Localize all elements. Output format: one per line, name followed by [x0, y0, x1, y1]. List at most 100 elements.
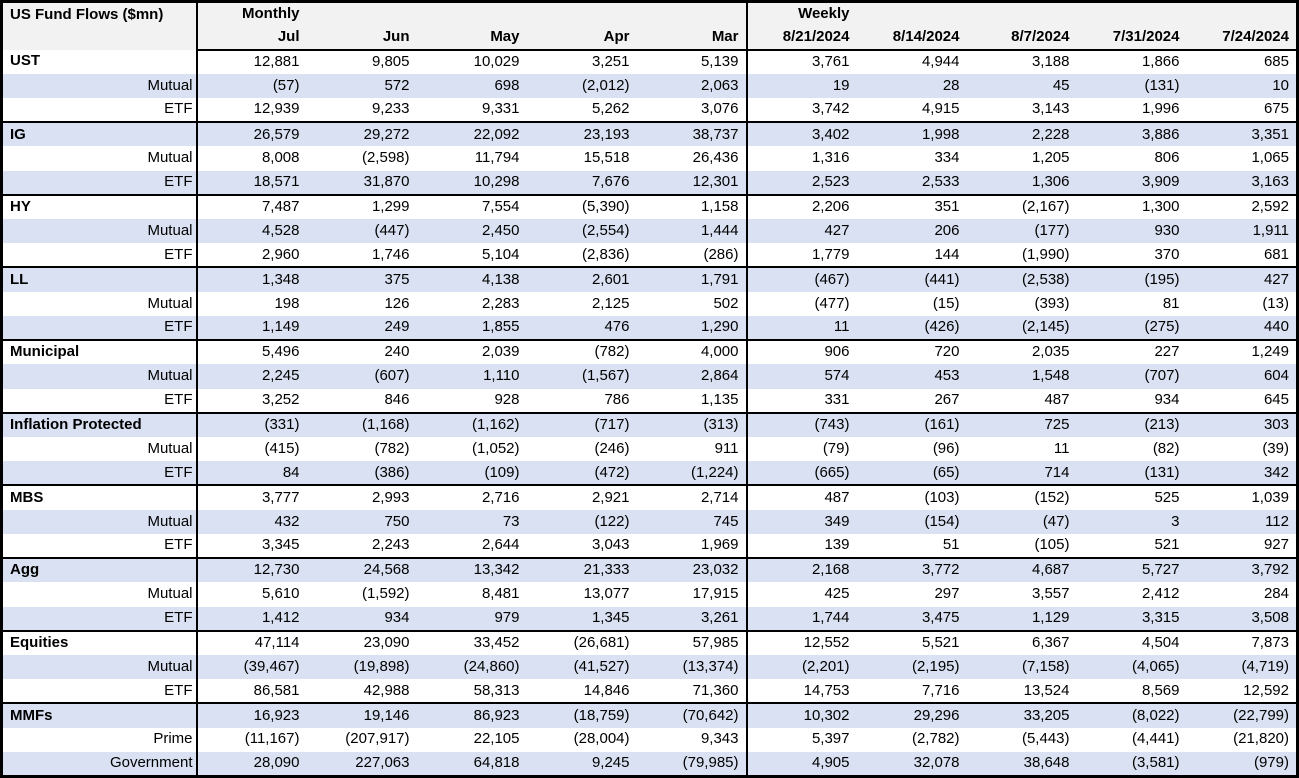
value-cell: (177) [1034, 221, 1070, 239]
value-cell: 2,960 [261, 245, 300, 263]
value-cell: (472) [594, 463, 630, 481]
table-row: Mutual 198 126 2,283 2,125 502 (477) (15) (393) 8… [1, 291, 1298, 316]
table-row: Mutual (415) (782) (1,052) (246) 911 (79) (96) 1… [1, 437, 1298, 462]
value-cell: 6,367 [966, 629, 1077, 655]
table-header: US Fund Flows ($mn) Monthly Weekly Jul J… [1, 1, 1298, 51]
value-cell: 38,737 [636, 121, 748, 147]
value-cell: 1,744 [811, 608, 850, 626]
value-cell: 521 [1154, 536, 1180, 554]
value-cell: 10,298 [473, 172, 520, 190]
value-cell: 675 [1263, 100, 1289, 118]
value-cell: 5,397 [811, 730, 850, 748]
value-cell: 2,533 [921, 172, 960, 190]
value-cell: 2,864 [636, 364, 748, 389]
value-cell: 846 [384, 390, 410, 408]
value-cell: 1,779 [811, 245, 850, 263]
value-cell: 12,730 [196, 557, 307, 583]
weekly-group-header: Weekly [746, 1, 857, 26]
table-row: Agg 12,730 24,568 13,342 21,333 23,032 2,168 3,… [1, 557, 1298, 583]
value-cell: 432 [274, 512, 300, 530]
value-cell: (665) [814, 463, 850, 481]
value-cell: (39,467) [243, 657, 300, 675]
value-cell: 26,579 [196, 121, 307, 147]
value-cell: 3,252 [261, 390, 300, 408]
value-cell: 681 [1263, 245, 1289, 263]
value-cell: 4,915 [921, 100, 960, 118]
table-row: ETF 84 (386) (109) (472) (1,224) (665) (65) 714 (… [1, 461, 1298, 486]
value-cell: 2,412 [1141, 585, 1180, 603]
value-cell: (24,860) [463, 657, 520, 675]
subrow-label-cell: ETF [1, 388, 198, 413]
value-cell: 911 [636, 437, 748, 462]
value-cell: 3,508 [1251, 608, 1289, 626]
value-cell: 745 [636, 509, 748, 534]
value-cell: 502 [636, 291, 748, 316]
value-cell: 685 [1263, 52, 1289, 70]
column-header-jul: Jul [196, 25, 307, 51]
value-cell: (2,554) [581, 221, 630, 239]
value-cell: 3,043 [591, 536, 630, 554]
value-cell: 3 [1171, 512, 1180, 530]
value-cell: 2,523 [811, 172, 850, 190]
value-cell: 303 [1186, 411, 1298, 437]
value-cell: 17,915 [636, 582, 748, 607]
value-cell: 1,039 [1186, 484, 1298, 510]
subrow-label-cell: ETF [1, 461, 198, 486]
value-cell: 284 [1263, 585, 1289, 603]
value-cell: (782) [374, 439, 410, 457]
value-cell: 29,296 [856, 702, 967, 728]
value-cell: 5,521 [856, 629, 967, 655]
value-cell: 112 [1265, 512, 1289, 530]
value-cell: (2,598) [361, 149, 410, 167]
value-cell: 12,301 [636, 170, 748, 195]
value-cell: (21,820) [1233, 730, 1289, 748]
value-cell: (2,145) [1021, 318, 1070, 336]
table-row: MBS 3,777 2,993 2,716 2,921 2,714 487 (103) (152… [1, 484, 1298, 510]
value-cell: 3,163 [1251, 172, 1289, 190]
value-cell: 1,855 [481, 318, 520, 336]
column-header-week-5: 7/24/2024 [1186, 25, 1298, 51]
value-cell: 9,343 [636, 727, 748, 752]
value-cell: 1,345 [591, 608, 630, 626]
value-cell: 126 [384, 294, 410, 312]
value-cell: 370 [1154, 245, 1180, 263]
value-cell: 3,909 [1141, 172, 1180, 190]
value-cell: 22,092 [416, 121, 527, 147]
value-cell: (2,538) [966, 266, 1077, 292]
value-cell: 3,351 [1186, 121, 1298, 147]
value-cell: (152) [966, 484, 1077, 510]
value-cell: 3,402 [746, 121, 857, 147]
value-cell: 1,998 [856, 121, 967, 147]
spacer-cell [856, 1, 967, 26]
spacer-cell [636, 1, 748, 26]
value-cell: 4,905 [811, 754, 850, 772]
value-cell: (79) [822, 439, 850, 457]
value-cell: 1,290 [636, 315, 748, 341]
value-cell: (331) [196, 411, 307, 437]
value-cell: 14,753 [803, 681, 850, 699]
value-cell: 28 [942, 76, 960, 94]
value-cell: 2,125 [591, 294, 630, 312]
value-cell: (79,985) [636, 751, 748, 777]
value-cell: 13,077 [583, 585, 630, 603]
value-cell: 4,504 [1076, 629, 1187, 655]
value-cell: (246) [594, 439, 630, 457]
value-cell: (28,004) [573, 730, 630, 748]
value-cell: 19,146 [306, 702, 417, 728]
value-cell: (415) [264, 439, 300, 457]
value-cell: 2,644 [481, 536, 520, 554]
value-cell: 1,205 [1031, 149, 1070, 167]
table-row: IG 26,579 29,272 22,092 23,193 38,737 3,402 1,9… [1, 121, 1298, 147]
table-row: ETF 3,345 2,243 2,644 3,043 1,969 139 51 (105) 52… [1, 533, 1298, 559]
value-cell: 786 [604, 390, 630, 408]
value-cell: (26,681) [526, 629, 637, 655]
value-cell: 1,911 [1252, 221, 1289, 239]
value-cell: 3,261 [636, 606, 748, 631]
value-cell: (1,224) [636, 461, 748, 486]
value-cell: 64,818 [473, 754, 520, 772]
value-cell: 3,772 [856, 557, 967, 583]
value-cell: 2,450 [481, 221, 520, 239]
value-cell: 2,592 [1186, 193, 1298, 220]
spacer-cell [526, 1, 637, 26]
value-cell: 1,299 [306, 193, 417, 220]
